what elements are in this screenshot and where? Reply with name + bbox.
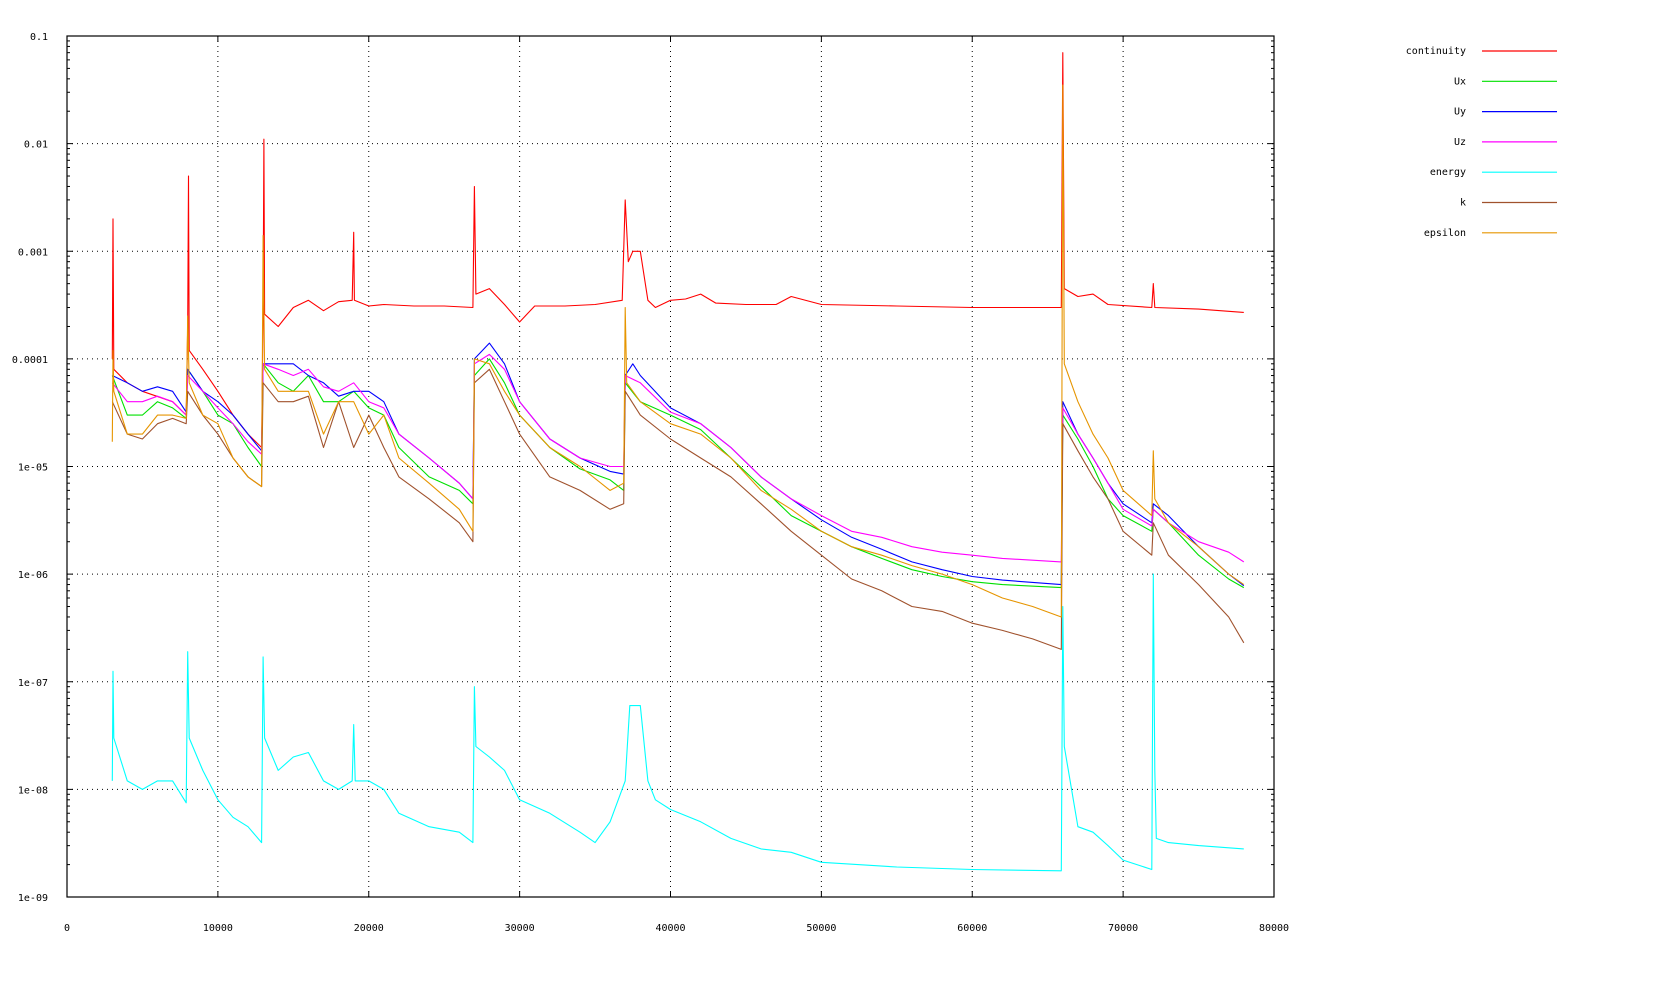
series-line-uy <box>112 342 1245 587</box>
plot-series <box>111 52 1245 872</box>
y-tick-label: 0.0001 <box>12 355 48 366</box>
x-tick-label: 50000 <box>806 923 836 934</box>
y-tick-label: 1e-06 <box>18 570 48 581</box>
legend-label-ux: Ux <box>1454 76 1466 87</box>
grid <box>67 36 1274 897</box>
x-tick-label: 40000 <box>655 923 685 934</box>
series-line-continuity <box>111 52 1244 449</box>
x-tick-label: 10000 <box>203 923 233 934</box>
x-tick-label: 80000 <box>1259 923 1289 934</box>
y-tick-label: 0.01 <box>24 140 48 151</box>
y-tick-label: 1e-08 <box>18 785 48 796</box>
x-tick-label: 20000 <box>354 923 384 934</box>
x-axis-ticks: 0 10000 20000 30000 40000 50000 60000 70000 8000… <box>64 36 1289 934</box>
legend-label-continuity: continuity <box>1406 46 1466 57</box>
x-tick-label: 70000 <box>1108 923 1138 934</box>
x-tick-label: 60000 <box>957 923 987 934</box>
series-line-energy <box>111 573 1244 872</box>
legend-label-uy: Uy <box>1454 107 1466 118</box>
y-tick-label: 0.001 <box>18 247 48 258</box>
y-tick-label: 1e-05 <box>18 463 48 474</box>
y-tick-label: 1e-09 <box>18 893 48 904</box>
y-axis-ticks: 0.1 0.01 0.001 0.0001 1e-05 1e-06 1e-07 1e-08 1e… <box>12 32 1274 904</box>
legend-label-k: k <box>1460 198 1466 209</box>
series-line-ux <box>111 358 1245 589</box>
legend-label-energy: energy <box>1430 167 1466 178</box>
x-tick-label: 0 <box>64 923 70 934</box>
series-line-epsilon <box>111 84 1245 618</box>
y-tick-label: 0.1 <box>30 32 48 43</box>
legend-label-uz: Uz <box>1454 137 1466 148</box>
legend-label-epsilon: epsilon <box>1424 228 1466 239</box>
x-tick-label: 30000 <box>505 923 535 934</box>
y-tick-label: 1e-07 <box>18 678 48 689</box>
legend: continuity Ux Uy Uz energy k epsilon <box>1406 46 1557 239</box>
series-line-uz <box>111 353 1245 563</box>
